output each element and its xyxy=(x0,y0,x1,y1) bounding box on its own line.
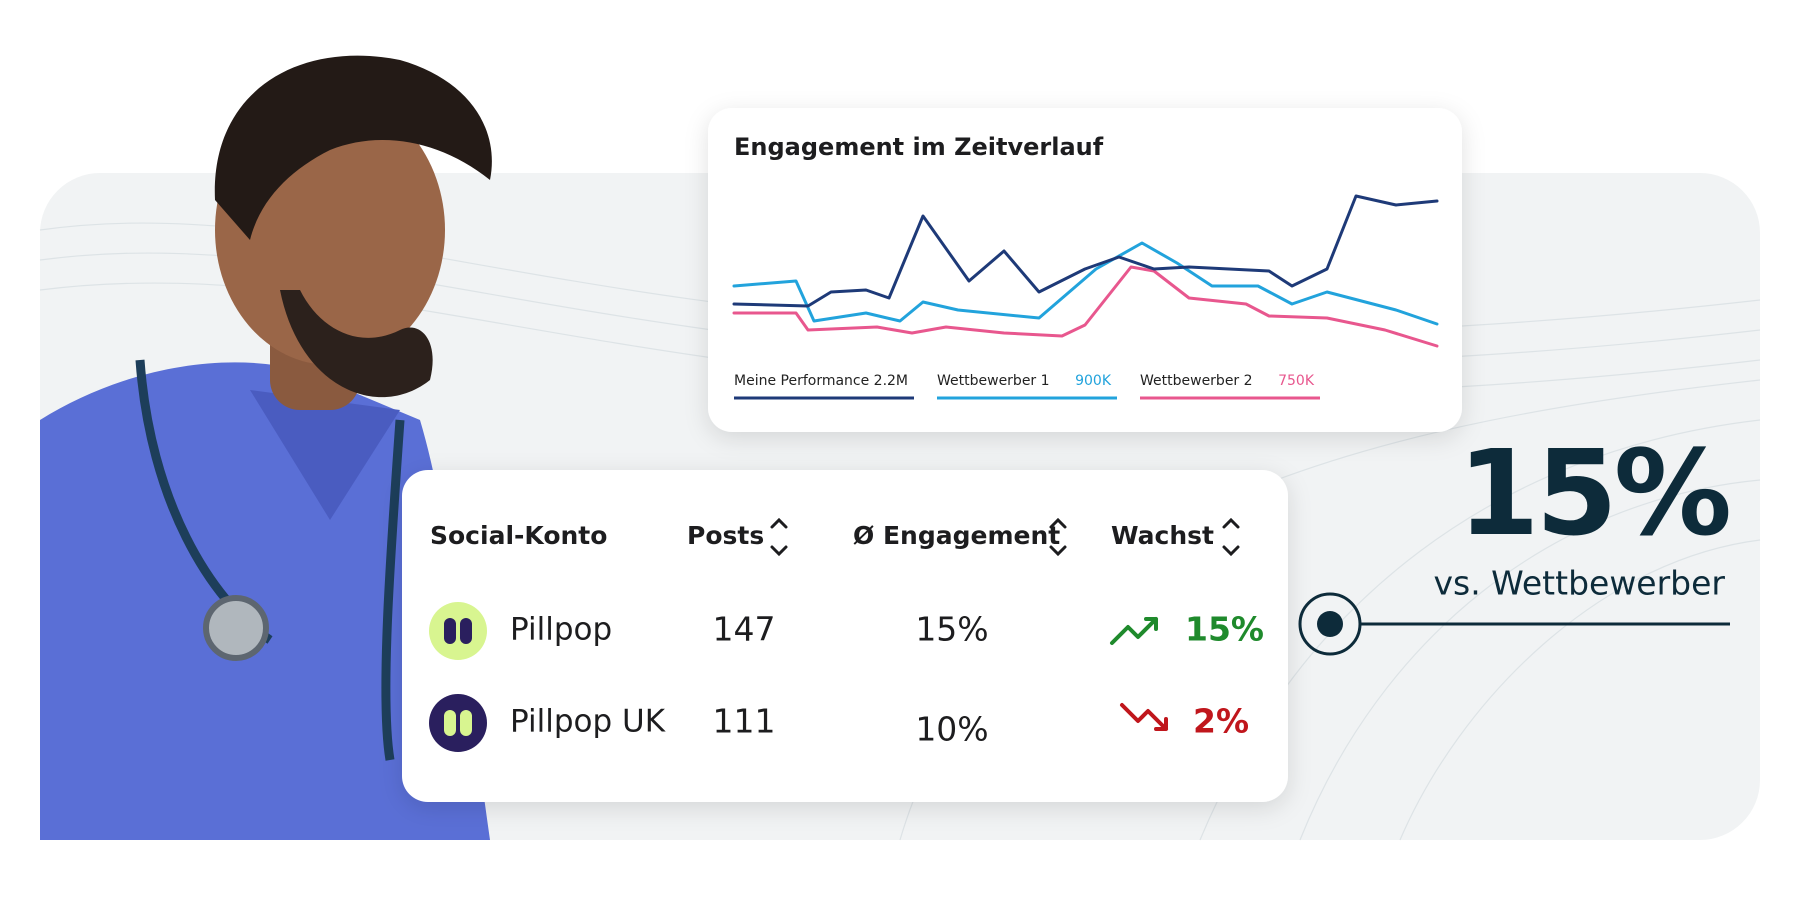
legend-value: 750K xyxy=(1278,373,1315,389)
sort-icon[interactable] xyxy=(1049,517,1067,557)
posts: 111 xyxy=(713,702,776,741)
table-card-bg xyxy=(402,470,1288,802)
legend-name: Wettbewerber 2 xyxy=(1140,373,1253,389)
account-icon-pill xyxy=(444,618,456,644)
column-header: Posts xyxy=(687,521,764,550)
sort-icon[interactable] xyxy=(770,517,788,557)
posts: 147 xyxy=(713,610,776,649)
chart-card: Engagement im Zeitverlauf Meine Performa… xyxy=(708,108,1462,432)
account-icon-pill xyxy=(460,710,472,736)
person-photo xyxy=(40,55,492,840)
account-name: Pillpop xyxy=(510,612,612,648)
trend-down-icon xyxy=(1120,703,1168,731)
line-competitor-1 xyxy=(732,241,1439,326)
account-icon-pill xyxy=(444,710,456,736)
legend-name: Meine Performance xyxy=(734,373,869,389)
line-my-performance xyxy=(732,194,1439,308)
sort-icon[interactable] xyxy=(1222,517,1240,557)
target-dot xyxy=(1317,611,1343,637)
account-icon xyxy=(429,602,487,660)
highlight: 15% vs. Wettbewerber xyxy=(1298,424,1733,656)
engagement: 15% xyxy=(915,610,988,649)
legend-name: Wettbewerber 1 xyxy=(937,373,1050,389)
line-competitor-2 xyxy=(732,265,1439,348)
account-name: Pillpop UK xyxy=(510,704,666,740)
legend-value: 2.2M xyxy=(874,373,908,389)
column-header: Social-Konto xyxy=(430,521,607,550)
column-header: Wachst xyxy=(1111,521,1214,550)
account-icon xyxy=(429,694,487,752)
column-header: Ø Engagement xyxy=(853,521,1060,550)
chart-lines xyxy=(732,194,1439,348)
engagement: 10% xyxy=(915,710,988,749)
chart-title: Engagement im Zeitverlauf xyxy=(734,133,1104,161)
trend-up-icon xyxy=(1110,617,1158,645)
growth: 2% xyxy=(1193,702,1249,741)
account-icon-pill xyxy=(460,618,472,644)
growth: 15% xyxy=(1185,610,1264,649)
legend: Meine Performance 2.2M Wettbewerber 1 900K W… xyxy=(734,373,1320,400)
highlight-caption: vs. Wettbewerber xyxy=(1433,564,1725,603)
table-card: Social-Konto Posts Ø Engagement Wachst Pillp… xyxy=(402,470,1288,802)
legend-value: 900K xyxy=(1075,373,1112,389)
highlight-value: 15% xyxy=(1458,424,1729,562)
